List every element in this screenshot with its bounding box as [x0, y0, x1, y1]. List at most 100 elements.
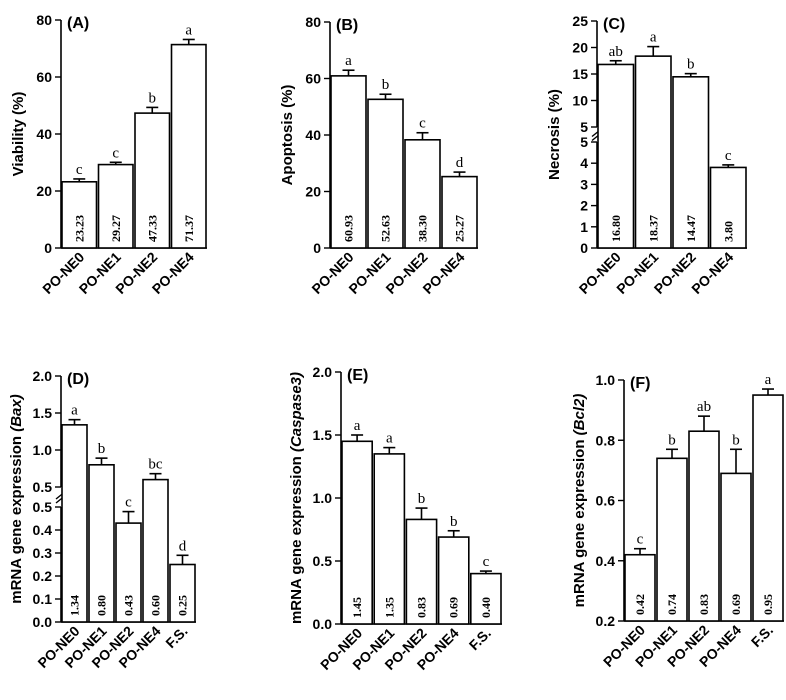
- bar-break-gap: [63, 487, 86, 507]
- y-tick-label: 1: [580, 219, 588, 235]
- panel-f: 0.2 0.4 0.6 0.8 1.0 mRNA gene expression (Bcl…: [571, 372, 784, 670]
- x-tick-label: PO-NE4: [419, 249, 467, 297]
- bar-po-ne4: [709, 166, 747, 249]
- bar-value-label: 0.95: [761, 594, 775, 615]
- significance-letter: c: [637, 532, 644, 548]
- significance-letter: d: [179, 538, 187, 554]
- bar-po-ne0: [61, 180, 98, 249]
- y-tick-label: 0: [313, 240, 321, 256]
- significance-letter: b: [418, 491, 426, 507]
- bar-value-label: 71.37: [182, 215, 196, 242]
- bar-value-label: 1.34: [68, 595, 82, 616]
- y-tick-label: 4: [580, 155, 588, 171]
- significance-letter: ab: [697, 399, 711, 415]
- bar-po-ne2: [688, 430, 720, 622]
- panel-label: (B): [336, 17, 358, 34]
- y-tick-label: 10: [572, 93, 588, 109]
- y-tick-label: 0.0: [313, 616, 333, 632]
- significance-letter: b: [149, 90, 157, 106]
- bar-po-ne0: [624, 553, 656, 622]
- x-tick-label: F.S.: [748, 622, 776, 650]
- y-tick-label: 0.1: [33, 591, 53, 607]
- significance-letter: d: [456, 155, 464, 171]
- y-tick-label: 0.2: [596, 613, 616, 629]
- y-tick-label: 2.0: [33, 368, 53, 384]
- significance-letter: a: [650, 30, 657, 46]
- y-tick-label: 0: [44, 240, 52, 256]
- y-tick-label: 1.0: [33, 442, 53, 458]
- bar-value-label: 0.25: [176, 595, 190, 616]
- y-tick-label: 5: [580, 119, 588, 135]
- y-axis-gene-label: (Caspase3): [288, 372, 305, 452]
- y-tick-label: 0.4: [33, 522, 53, 538]
- y-tick-label: 25: [572, 13, 588, 29]
- significance-letter: c: [76, 162, 83, 178]
- y-tick-label: 40: [36, 126, 52, 142]
- y-tick-label: 0.5: [33, 499, 53, 515]
- bar-po-ne1: [367, 98, 404, 249]
- x-tick-label: F.S.: [466, 625, 494, 653]
- significance-letter: c: [483, 554, 490, 570]
- panel-label: (A): [67, 15, 89, 32]
- bar-po-ne4: [441, 175, 478, 249]
- bar-value-label: 0.40: [479, 597, 493, 618]
- bar-value-label: 16.80: [609, 215, 623, 242]
- bar-value-label: 0.80: [95, 595, 109, 616]
- panel-d: 0.0 0.1 0.2 0.3 0.4 0.5 0.5 1.0 1.5 2.0 mRNA gene …: [8, 368, 196, 671]
- y-tick-label: 0.5: [33, 479, 53, 495]
- y-tick-label: 80: [305, 14, 321, 30]
- bar-value-label: 1.35: [382, 597, 396, 618]
- significance-letter: a: [354, 418, 361, 434]
- bar-value-label: 0.83: [697, 594, 711, 615]
- significance-letter: b: [668, 432, 676, 448]
- x-tick-label: F.S.: [162, 623, 190, 651]
- significance-letter: a: [345, 53, 352, 69]
- significance-letter: c: [125, 495, 132, 511]
- bar-po-ne0: [61, 424, 88, 623]
- y-tick-label: 80: [36, 12, 52, 28]
- significance-letter: ab: [609, 44, 623, 60]
- bar-f-s-: [752, 394, 784, 622]
- significance-letter: b: [732, 432, 740, 448]
- y-axis-gene-label: (Bcl2): [571, 394, 588, 436]
- significance-letter: a: [765, 372, 772, 388]
- bar-po-ne0: [597, 63, 635, 249]
- significance-letter: b: [98, 441, 106, 457]
- significance-letter: a: [386, 431, 393, 447]
- y-axis-gene-label: (Bax): [8, 394, 25, 432]
- y-axis-title: Necrosis (%): [546, 89, 563, 180]
- bar-value-label: 0.69: [447, 597, 461, 618]
- panel-label: (E): [347, 367, 368, 384]
- bar-value-label: 0.42: [633, 594, 647, 615]
- bar-value-label: 38.30: [416, 215, 430, 242]
- bar-f-s-: [169, 563, 196, 623]
- bar-value-label: 47.33: [145, 215, 159, 242]
- y-axis-title: mRNA gene expression (Bax): [8, 394, 25, 604]
- y-tick-label: 1.5: [33, 405, 53, 421]
- bar-po-ne0: [341, 440, 374, 625]
- significance-letter: a: [71, 403, 78, 419]
- bar-po-ne2: [404, 139, 441, 249]
- y-tick-label: 0.0: [33, 614, 53, 630]
- bar-break-gap: [599, 127, 633, 142]
- significance-letter: b: [450, 514, 458, 530]
- y-axis-title: mRNA gene expression (Bcl2): [571, 394, 588, 608]
- y-tick-label: 0.2: [33, 568, 53, 584]
- bar-value-label: 29.27: [109, 215, 123, 242]
- significance-letter: b: [382, 77, 390, 93]
- y-tick-label: 2: [580, 198, 588, 214]
- significance-letter: c: [112, 145, 119, 161]
- significance-letter: c: [419, 116, 426, 132]
- bar-po-ne1: [634, 55, 672, 249]
- panel-e: 0.0 0.5 1.0 1.5 2.0 mRNA gene expression (Cas…: [288, 364, 502, 673]
- y-tick-label: 0.6: [596, 493, 616, 509]
- bar-break-gap: [711, 127, 745, 142]
- bar-value-label: 3.80: [721, 221, 735, 242]
- y-tick-label: 60: [305, 71, 321, 87]
- bar-value-label: 25.27: [453, 215, 467, 242]
- significance-letter: bc: [148, 457, 163, 473]
- bar-value-label: 60.93: [342, 215, 356, 242]
